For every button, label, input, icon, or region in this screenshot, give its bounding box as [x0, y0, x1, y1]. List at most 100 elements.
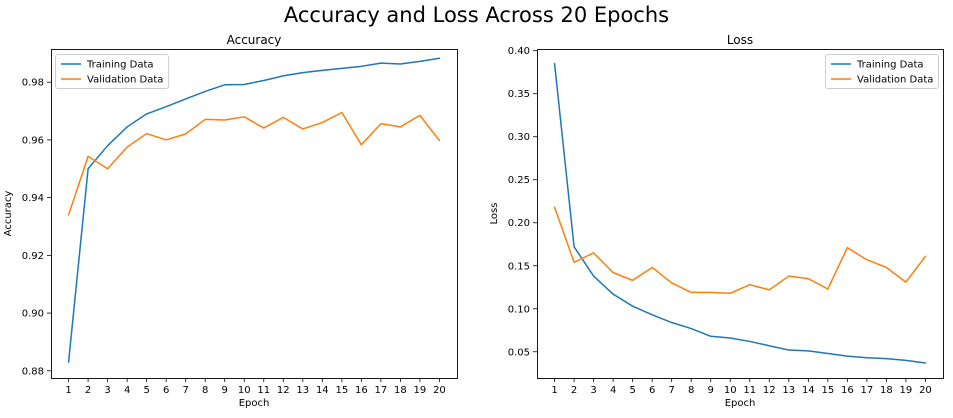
accuracy-validation-data-point: [399, 125, 402, 128]
loss-validation-data-point: [631, 279, 634, 282]
loss-training-data-point: [690, 327, 693, 330]
accuracy-validation-data-point: [262, 126, 265, 129]
accuracy-training-data-point: [184, 97, 187, 100]
accuracy-title: Accuracy: [227, 33, 282, 47]
loss-x-tick-label: 2: [571, 385, 577, 396]
accuracy-y-tick-label: 0.92: [22, 251, 44, 262]
loss-training-data-point: [748, 340, 751, 343]
accuracy-x-tick-label: 2: [85, 385, 91, 396]
loss-title: Loss: [727, 33, 753, 47]
loss-series-training-data: [553, 62, 927, 364]
loss-legend-label-training-data: Training Data: [856, 60, 924, 71]
loss-x-tick-label: 20: [919, 385, 932, 396]
accuracy-validation-data-point: [360, 143, 363, 146]
figure-title: Accuracy and Loss Across 20 Epochs: [283, 3, 670, 27]
loss-x-tick-label: 5: [629, 385, 635, 396]
loss-training-data-point: [807, 349, 810, 352]
accuracy-training-data-point: [204, 90, 207, 93]
loss-training-data-point: [553, 62, 556, 65]
loss-validation-data-point: [670, 281, 673, 284]
loss-x-tick-label: 14: [802, 385, 815, 396]
loss-y-tick-label: 0.15: [508, 261, 530, 272]
accuracy-y-tick-label: 0.94: [22, 193, 44, 204]
loss-training-data-point: [865, 356, 868, 359]
accuracy-training-data-point: [262, 79, 265, 82]
loss-x-tick-label: 10: [724, 385, 737, 396]
loss-training-data-point: [592, 274, 595, 277]
loss-x-tick-label: 7: [668, 385, 674, 396]
accuracy-x-tick-label: 7: [182, 385, 188, 396]
loss-validation-data-point: [826, 287, 829, 290]
accuracy-x-tick-label: 10: [238, 385, 251, 396]
loss-training-data-point: [885, 357, 888, 360]
accuracy-x-tick-label: 16: [355, 385, 368, 396]
accuracy-training-data-point: [360, 65, 363, 68]
accuracy-validation-data-point: [282, 116, 285, 119]
accuracy-training-data-point: [399, 62, 402, 65]
loss-axes-frame: [537, 49, 944, 379]
accuracy-training-data-point: [418, 60, 421, 63]
loss-training-data-point: [631, 305, 634, 308]
loss-x-tick-label: 16: [841, 385, 854, 396]
loss-x-tick-label: 18: [880, 385, 893, 396]
loss-validation-data-point: [807, 277, 810, 280]
loss-x-tick-label: 1: [551, 385, 557, 396]
accuracy-x-tick-label: 14: [316, 385, 329, 396]
loss-y-tick-label: 0.35: [508, 89, 530, 100]
accuracy-x-tick-label: 1: [65, 385, 71, 396]
accuracy-legend-label-training-data: Training Data: [86, 60, 154, 71]
accuracy-y-tick-label: 0.98: [22, 78, 44, 89]
accuracy-x-tick-label: 5: [143, 385, 149, 396]
loss-validation-data-point: [768, 288, 771, 291]
loss-training-data-point: [826, 352, 829, 355]
accuracy-x-tick-label: 15: [335, 385, 348, 396]
loss-validation-data-point: [690, 291, 693, 294]
accuracy-validation-data-point: [243, 115, 246, 118]
accuracy-x-tick-label: 12: [277, 385, 290, 396]
loss-x-tick-label: 17: [861, 385, 874, 396]
accuracy-training-data-point: [438, 57, 441, 60]
loss-validation-data-point: [651, 266, 654, 269]
accuracy-x-tick-label: 11: [257, 385, 270, 396]
accuracy-x-tick-label: 19: [414, 385, 427, 396]
loss-series-validation-data: [553, 206, 927, 295]
accuracy-training-data-point: [223, 83, 226, 86]
accuracy-validation-data-point: [165, 138, 168, 141]
accuracy-validation-data-point: [184, 132, 187, 135]
accuracy-legend-box: [55, 54, 169, 89]
loss-legend-box: [825, 54, 939, 89]
accuracy-validation-data-point: [67, 213, 70, 216]
accuracy-training-data-point: [145, 112, 148, 115]
loss-x-tick-label: 19: [900, 385, 913, 396]
loss-validation-data-point: [748, 283, 751, 286]
loss-x-tick-label: 9: [708, 385, 714, 396]
loss-training-data-point: [612, 293, 615, 296]
loss-validation-data-point: [924, 255, 927, 258]
loss-legend: Training Data Validation Data: [825, 54, 939, 89]
accuracy-validation-data-point: [145, 132, 148, 135]
accuracy-x-tick-label: 20: [433, 385, 446, 396]
loss-validation-data-point: [572, 261, 575, 264]
loss-y-tick-label: 0.20: [508, 218, 530, 229]
accuracy-validation-data-point: [126, 146, 129, 149]
accuracy-legend-label-validation-data: Validation Data: [87, 75, 163, 86]
accuracy-validation-data-point: [301, 127, 304, 130]
loss-validation-data-point: [885, 266, 888, 269]
accuracy-validation-data-point: [204, 118, 207, 121]
loss-x-tick-label: 11: [743, 385, 756, 396]
loss-validation-data-point: [553, 206, 556, 209]
accuracy-training-data-point: [126, 125, 129, 128]
accuracy-x-tick-label: 6: [163, 385, 169, 396]
loss-validation-data-point: [729, 292, 732, 295]
loss-validation-data-point: [904, 280, 907, 283]
accuracy-x-tick-label: 17: [375, 385, 388, 396]
loss-training-data-point: [924, 361, 927, 364]
loss-x-tick-label: 3: [590, 385, 596, 396]
loss-legend-label-validation-data: Validation Data: [857, 75, 933, 86]
accuracy-validation-data-point: [86, 155, 89, 158]
accuracy-y-axis-label: Accuracy: [3, 191, 14, 237]
loss-training-data-point: [572, 245, 575, 248]
